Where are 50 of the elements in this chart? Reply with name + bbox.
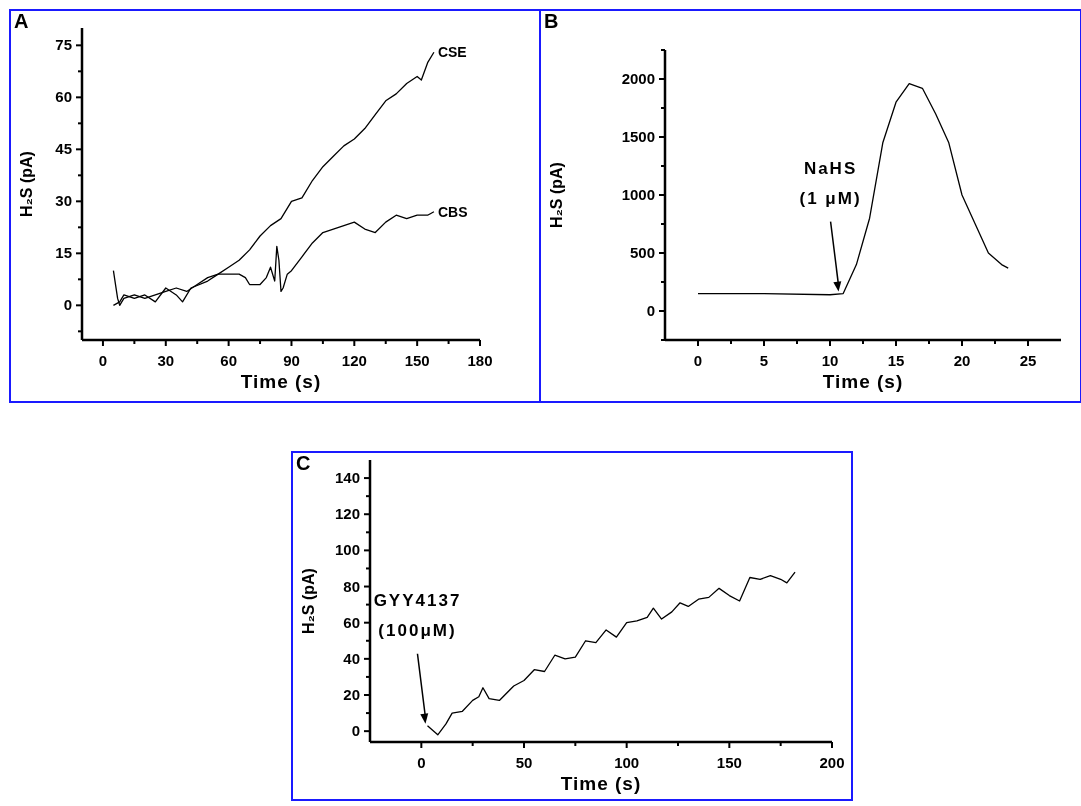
chart-title: A xyxy=(14,10,29,32)
y-tick-label: 1000 xyxy=(621,186,655,203)
y-tick-label: 2000 xyxy=(621,70,655,87)
y-tick-label: 140 xyxy=(334,469,360,487)
y-tick-label: 0 xyxy=(646,302,655,319)
x-tick-label: 25 xyxy=(1019,352,1037,369)
x-tick-label: 15 xyxy=(887,352,905,369)
y-tick-label: 80 xyxy=(343,577,360,595)
y-tick-label: 100 xyxy=(334,541,360,559)
x-tick-label: 150 xyxy=(716,754,742,771)
x-tick-label: 20 xyxy=(953,352,971,369)
y-tick-label: 40 xyxy=(343,649,360,667)
y-axis-title: H₂S (pA) xyxy=(548,162,565,228)
x-tick-label: 180 xyxy=(467,352,493,369)
x-tick-label: 0 xyxy=(98,352,108,369)
x-tick-label: 5 xyxy=(759,352,769,369)
y-tick-label: 0 xyxy=(351,722,360,740)
x-tick-label: 10 xyxy=(821,352,839,369)
y-tick-label: 0 xyxy=(63,296,72,314)
x-tick-label: 90 xyxy=(283,352,300,369)
line-series xyxy=(112,51,435,306)
x-axis-title: Time (s) xyxy=(240,371,322,392)
y-tick-label: 30 xyxy=(55,192,72,210)
annotation: GYY4137 (100μM) xyxy=(373,590,462,640)
y-tick-label: 45 xyxy=(55,140,72,158)
x-tick-label: 60 xyxy=(220,352,237,369)
x-tick-label: 50 xyxy=(515,754,533,771)
y-tick-label: 75 xyxy=(55,36,72,54)
y-axis-title: H₂S (pA) xyxy=(300,568,317,634)
x-axis-title: Time (s) xyxy=(822,371,904,392)
x-tick-label: 30 xyxy=(157,352,175,369)
y-tick-label: 20 xyxy=(343,686,360,703)
y-tick-label: 500 xyxy=(629,244,655,261)
x-tick-label: 0 xyxy=(693,352,703,369)
series-label: CBS xyxy=(437,203,468,220)
y-tick-label: 15 xyxy=(55,244,72,262)
y-tick-label: 60 xyxy=(343,613,360,631)
y-tick-label: 120 xyxy=(334,505,360,523)
chart-title: C xyxy=(296,452,311,474)
x-tick-label: 150 xyxy=(404,352,430,369)
chart-title: B xyxy=(544,10,559,32)
series-label: CSE xyxy=(437,44,467,61)
x-axis-title: Time (s) xyxy=(560,773,642,794)
y-tick-label: 1500 xyxy=(621,128,655,145)
y-axis-title: H₂S (pA) xyxy=(18,151,35,217)
x-tick-label: 200 xyxy=(819,754,845,771)
annotation: NaHS (1 μM) xyxy=(799,158,862,208)
y-tick-label: 60 xyxy=(55,88,72,106)
x-tick-label: 0 xyxy=(417,754,426,771)
line-series xyxy=(697,82,1009,296)
